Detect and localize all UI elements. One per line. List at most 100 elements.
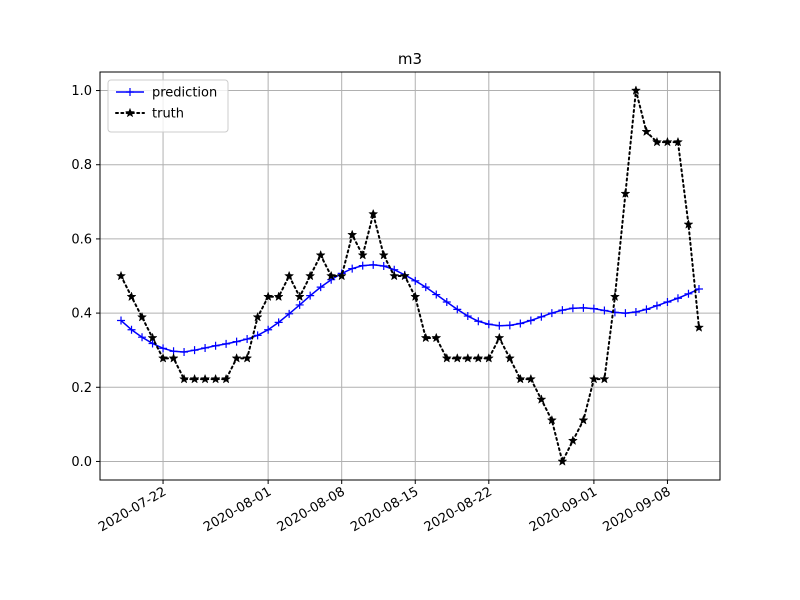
truth-point xyxy=(641,126,652,137)
truth-point xyxy=(651,136,663,147)
legend: prediction truth xyxy=(107,79,229,133)
prediction-point xyxy=(600,306,609,315)
prediction-point xyxy=(411,276,420,285)
truth-point xyxy=(462,353,473,363)
legend-item-prediction: prediction xyxy=(116,86,217,101)
truth-point xyxy=(609,291,620,302)
prediction-point xyxy=(211,341,220,350)
truth-point xyxy=(473,353,484,363)
truth-point xyxy=(504,353,515,363)
truth-point xyxy=(178,373,190,384)
truth-point xyxy=(546,414,557,425)
truth-point xyxy=(231,353,242,363)
legend-item-truth: truth xyxy=(115,107,184,122)
prediction-point xyxy=(285,309,294,318)
truth-point xyxy=(599,373,610,384)
truth-point xyxy=(326,270,337,281)
truth-point xyxy=(693,322,705,332)
prediction-point xyxy=(358,261,367,270)
truth-point xyxy=(357,249,368,260)
prediction-point xyxy=(516,319,525,328)
truth-point xyxy=(210,373,221,384)
truth-point xyxy=(157,353,169,363)
truth-point xyxy=(347,229,358,240)
truth-point xyxy=(284,270,295,281)
truth-point xyxy=(578,414,589,425)
prediction-point xyxy=(274,318,283,327)
chart-title: m3 xyxy=(398,50,422,68)
truth-point xyxy=(126,291,137,302)
truth-point xyxy=(672,136,684,147)
truth-point xyxy=(483,353,494,363)
truth-point xyxy=(536,394,547,404)
truth-point xyxy=(315,249,326,260)
prediction-point xyxy=(138,333,147,342)
prediction-point xyxy=(243,335,252,344)
prediction-point xyxy=(568,304,577,313)
truth-point xyxy=(189,373,200,384)
prediction-point xyxy=(673,294,682,303)
truth-point xyxy=(441,353,452,363)
prediction-point xyxy=(117,316,126,325)
prediction-point xyxy=(379,261,388,270)
prediction-point xyxy=(631,307,640,316)
prediction-point xyxy=(694,284,703,293)
prediction-point xyxy=(652,301,661,310)
prediction-point xyxy=(316,283,325,292)
truth-point xyxy=(431,332,442,343)
plot-area-frame xyxy=(99,71,721,481)
truth-point xyxy=(221,373,232,384)
prediction-point xyxy=(663,297,672,306)
prediction-point xyxy=(295,300,304,309)
prediction-point xyxy=(537,312,546,321)
prediction-point xyxy=(432,290,441,299)
prediction-point xyxy=(348,264,357,273)
truth-point xyxy=(200,373,211,384)
truth-point xyxy=(147,332,158,343)
y-tick-label: 0.4 xyxy=(71,307,92,322)
prediction-point xyxy=(463,312,472,321)
truth-point xyxy=(305,270,316,281)
truth-point xyxy=(620,188,631,198)
legend-items: prediction truth xyxy=(115,86,217,122)
series-truth xyxy=(115,85,705,466)
prediction-point xyxy=(442,297,451,306)
prediction-point xyxy=(159,344,168,353)
prediction-point xyxy=(306,291,315,300)
truth-point xyxy=(683,219,694,229)
prediction-point xyxy=(180,348,189,357)
prediction-point xyxy=(589,304,598,313)
prediction-point xyxy=(495,321,504,330)
truth-point xyxy=(242,353,253,363)
truth-point xyxy=(420,332,431,343)
y-tick-label: 0.0 xyxy=(71,455,92,470)
truth-point xyxy=(136,311,148,322)
truth-point xyxy=(389,270,400,281)
truth-point xyxy=(115,270,127,281)
truth-point xyxy=(410,291,421,302)
truth-point xyxy=(588,373,599,384)
prediction-point xyxy=(579,303,588,312)
prediction-point xyxy=(621,309,630,318)
y-tick-label: 1.0 xyxy=(71,84,92,99)
prediction-point xyxy=(222,339,231,348)
prediction-point xyxy=(547,309,556,318)
prediction-point xyxy=(642,305,651,314)
y-tick-label: 0.6 xyxy=(71,232,92,247)
prediction-point xyxy=(558,306,567,315)
prediction-point xyxy=(453,305,462,314)
legend-label-prediction: prediction xyxy=(152,86,217,101)
prediction-point xyxy=(684,289,693,298)
truth-point xyxy=(368,208,379,219)
prediction-point xyxy=(253,331,262,340)
prediction-point xyxy=(526,316,535,325)
series-prediction xyxy=(117,260,703,357)
truth-point xyxy=(557,456,568,466)
y-tick-label: 0.8 xyxy=(71,158,92,173)
y-tick-label: 0.2 xyxy=(71,381,92,396)
truth-point xyxy=(525,373,536,384)
legend-marker-prediction xyxy=(126,88,134,96)
legend-marker-truth xyxy=(124,107,136,118)
truth-point xyxy=(567,435,578,446)
